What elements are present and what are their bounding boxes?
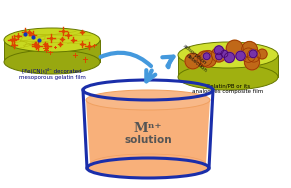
Ellipse shape [87, 158, 209, 178]
Circle shape [244, 55, 260, 70]
Circle shape [214, 46, 223, 55]
Circle shape [236, 51, 245, 61]
Text: detection: detection [185, 53, 209, 73]
Circle shape [257, 49, 267, 59]
Circle shape [247, 49, 260, 62]
Text: [Fe(CN)₆]⁴⁻ decorated
mesoporous gelatin film: [Fe(CN)₆]⁴⁻ decorated mesoporous gelatin… [19, 68, 86, 80]
Circle shape [241, 48, 256, 62]
Circle shape [203, 53, 210, 60]
Text: Mⁿ⁺: Mⁿ⁺ [134, 121, 162, 134]
Circle shape [242, 42, 257, 57]
Ellipse shape [4, 50, 100, 74]
Polygon shape [86, 100, 210, 164]
Ellipse shape [4, 28, 100, 52]
Ellipse shape [90, 154, 206, 174]
Circle shape [197, 51, 212, 66]
Circle shape [249, 50, 257, 58]
Circle shape [224, 52, 235, 63]
Text: adsorption: adsorption [182, 44, 208, 66]
Circle shape [185, 53, 200, 69]
Polygon shape [4, 40, 100, 62]
Text: Gelatin/PB or its
analogues composite film: Gelatin/PB or its analogues composite fi… [192, 83, 264, 94]
Polygon shape [178, 55, 278, 77]
Ellipse shape [178, 64, 278, 90]
Circle shape [200, 51, 217, 67]
Circle shape [216, 53, 222, 60]
Circle shape [212, 47, 226, 62]
Circle shape [226, 40, 243, 57]
Text: solution: solution [124, 135, 172, 145]
Ellipse shape [178, 42, 278, 68]
Ellipse shape [86, 90, 210, 110]
Circle shape [221, 50, 228, 57]
